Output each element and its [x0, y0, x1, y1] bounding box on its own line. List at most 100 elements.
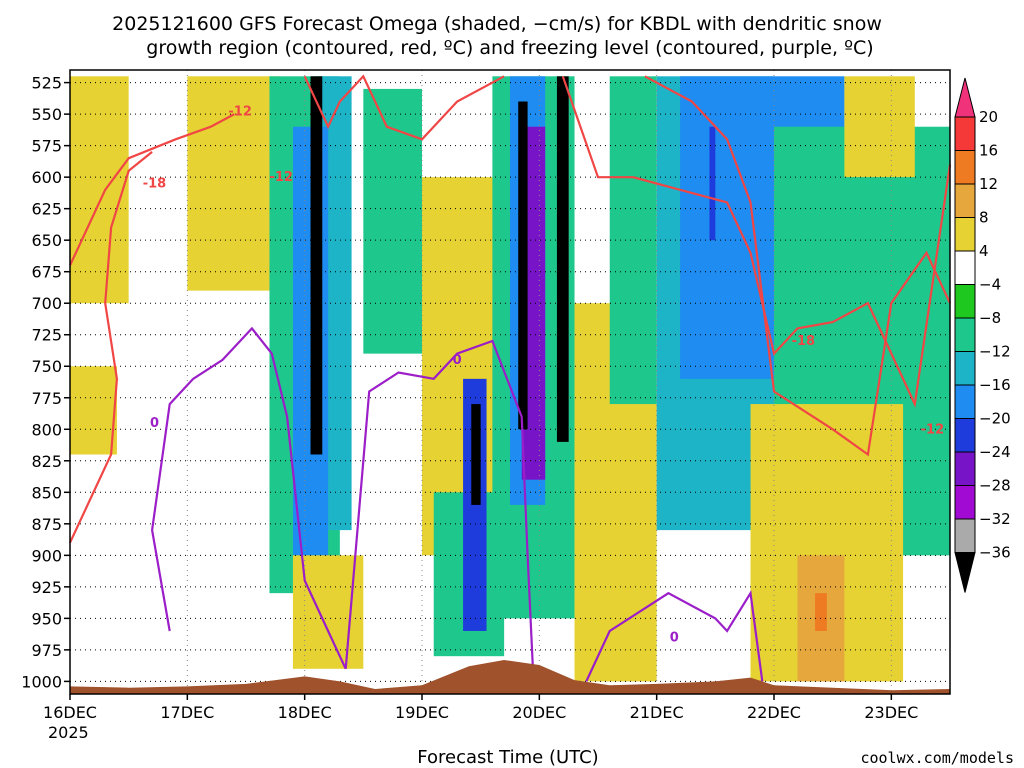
colorbar-label-3: 8 — [979, 209, 989, 227]
colorbar-bottom-arrow — [954, 552, 976, 593]
colorbar-swatch-3 — [954, 183, 976, 218]
dgz-contour-4 — [644, 75, 951, 457]
colorbar-label-9: −20 — [979, 410, 1011, 428]
colorbar-swatch-4 — [954, 217, 976, 252]
omega-band-2 — [187, 76, 282, 291]
colorbar-swatch-8 — [954, 351, 976, 386]
omega-band-22 — [709, 126, 716, 241]
terrain-shape — [70, 660, 950, 694]
y-tick-label-975: 975 — [31, 641, 62, 660]
plot-border — [69, 69, 951, 695]
colorbar-label-7: −12 — [979, 343, 1011, 361]
colorbar-swatch-7 — [954, 317, 976, 352]
x-tick-label-17DEC: 17DEC — [160, 703, 214, 722]
y-tick-label-775: 775 — [31, 389, 62, 408]
colorbar-top-arrow — [954, 77, 976, 118]
colorbar-swatch-10 — [954, 418, 976, 453]
colorbar-swatch-2 — [954, 150, 976, 185]
omega-band-17 — [556, 76, 569, 442]
x-tick-label-23DEC: 23DEC — [864, 703, 918, 722]
freezing-contour-label-1: 0 — [453, 353, 462, 368]
y-tick-label-625: 625 — [31, 200, 62, 219]
colorbar-label-1: 16 — [979, 142, 998, 160]
colorbar-label-8: −16 — [979, 376, 1011, 394]
chart-title-line-1: 2025121600 GFS Forecast Omega (shaded, −… — [112, 13, 882, 35]
colorbar-label-0: 20 — [979, 108, 998, 126]
freezing-contour-label-0: 0 — [150, 416, 159, 431]
dgz-contour-label-3: -12 — [921, 422, 945, 437]
dgz-contour-label-0: -12 — [228, 105, 252, 120]
colorbar-swatch-12 — [954, 485, 976, 520]
colorbar-label-4: 4 — [979, 242, 989, 260]
omega-band-27 — [844, 76, 915, 178]
y-tick-label-800: 800 — [31, 420, 62, 439]
y-tick-label-825: 825 — [31, 452, 62, 471]
y-tick-label-650: 650 — [31, 231, 62, 250]
x-tick-label-16DEC: 16DEC — [43, 703, 97, 722]
colorbar-swatch-1 — [954, 116, 976, 151]
omega-shading — [70, 76, 950, 682]
x-tick-label-21DEC: 21DEC — [630, 703, 684, 722]
x-tick-label-18DEC: 18DEC — [278, 703, 332, 722]
colorbar-swatch-13 — [954, 518, 976, 553]
omega-band-1 — [70, 366, 117, 455]
omega-band-0 — [70, 76, 129, 304]
colorbar-label-10: −24 — [979, 443, 1011, 461]
dgz-contour-label-1: -18 — [143, 176, 167, 191]
omega-band-8 — [363, 88, 422, 354]
y-tick-label-850: 850 — [31, 483, 62, 502]
y-tick-label-675: 675 — [31, 263, 62, 282]
y-tick-label-575: 575 — [31, 137, 62, 156]
colorbar-label-11: −28 — [979, 477, 1011, 495]
freezing-contour-2 — [585, 590, 764, 682]
colorbar-label-13: −36 — [979, 544, 1011, 562]
x-tick-label-19DEC: 19DEC — [395, 703, 449, 722]
x-axis-title: Forecast Time (UTC) — [417, 747, 598, 768]
colorbar-label-5: −4 — [979, 276, 1001, 294]
dgz-contour-label-4: -18 — [792, 334, 816, 349]
chart-title-line-2: growth region (contoured, red, ºC) and f… — [146, 37, 873, 59]
omega-band-19 — [609, 76, 657, 405]
colorbar: 20 16 12 8 4 −4 −8 −12 −16 −20 −24 −28 −32 −36 — [954, 77, 1011, 593]
y-tick-label-700: 700 — [31, 294, 62, 313]
x-tick-label-22DEC: 22DEC — [747, 703, 801, 722]
dgz-contour-0 — [69, 113, 235, 266]
colorbar-label-6: −8 — [979, 309, 1001, 327]
colorbar-label-12: −32 — [979, 510, 1011, 528]
credit-text: coolwx.com/models — [860, 749, 1014, 767]
omega-band-26 — [815, 593, 827, 631]
terrain-fill — [70, 660, 950, 694]
colorbar-swatch-11 — [954, 451, 976, 486]
omega-band-11 — [463, 378, 487, 631]
contour-lines: -12 -18 -12 -12 -18 0 0 0 — [69, 74, 952, 682]
x-axis-year: 2025 — [48, 723, 89, 742]
y-axis: 525 550 575 600 625 650 675 700 725 750 775 800 825 8… — [21, 74, 70, 691]
colorbar-swatch-6 — [954, 284, 976, 319]
freezing-contour-0 — [150, 326, 347, 670]
dgz-contour-label-2: -12 — [269, 170, 293, 185]
omega-band-12 — [471, 404, 481, 505]
y-tick-label-600: 600 — [31, 168, 62, 187]
y-tick-label-875: 875 — [31, 515, 62, 534]
y-tick-label-950: 950 — [31, 609, 62, 628]
y-tick-label-1000: 1000 — [21, 672, 62, 691]
grid-lines — [70, 70, 950, 694]
freezing-contour-1 — [344, 339, 535, 682]
y-tick-label-750: 750 — [31, 357, 62, 376]
dgz-contour-2 — [303, 74, 505, 141]
colorbar-swatch-9 — [954, 384, 976, 419]
omega-band-6 — [310, 76, 323, 455]
colorbar-swatch-5 — [954, 250, 976, 285]
freezing-contour-label-2: 0 — [670, 630, 679, 645]
y-tick-label-550: 550 — [31, 105, 62, 124]
dgz-contour-1 — [69, 151, 153, 544]
y-tick-label-725: 725 — [31, 326, 62, 345]
omega-band-16 — [518, 101, 528, 430]
x-axis: 16DEC 17DEC 18DEC 19DEC 20DEC 21DEC 22DEC 23DEC — [43, 694, 918, 722]
y-tick-label-525: 525 — [31, 74, 62, 93]
y-tick-label-925: 925 — [31, 578, 62, 597]
x-tick-label-20DEC: 20DEC — [512, 703, 566, 722]
y-tick-label-900: 900 — [31, 546, 62, 565]
colorbar-label-2: 12 — [979, 175, 998, 193]
